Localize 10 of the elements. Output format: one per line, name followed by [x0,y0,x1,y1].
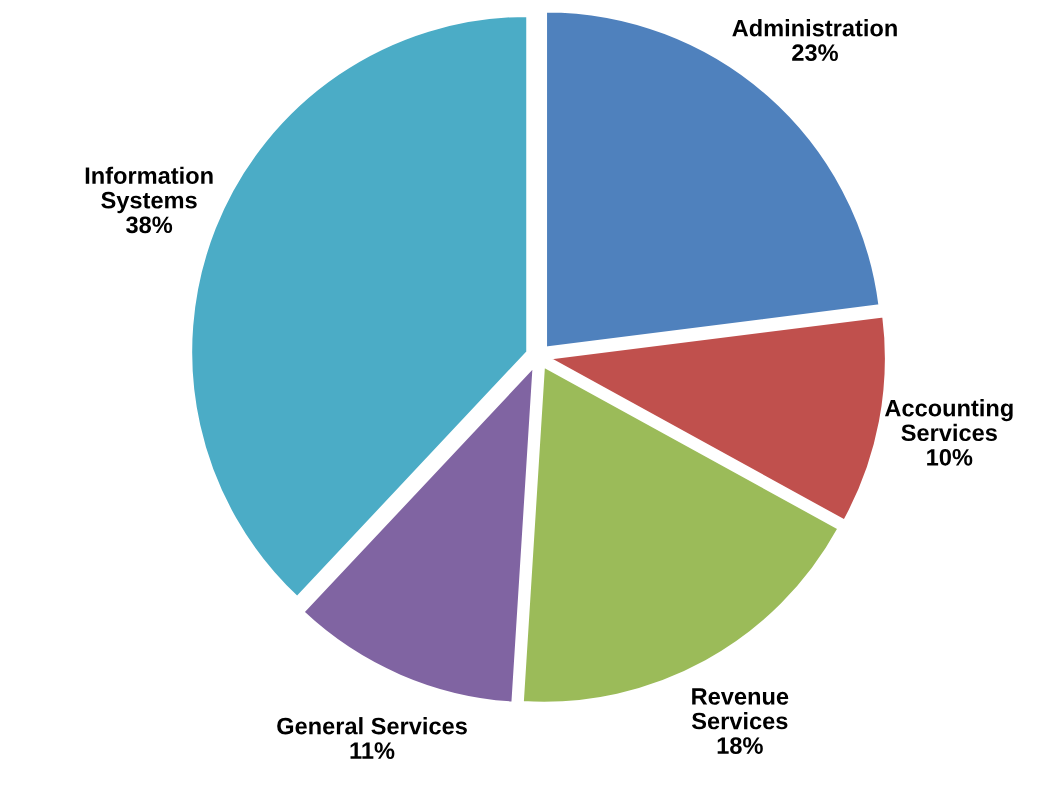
data-label: 23% [792,44,838,62]
slice-label: Revenue Services [691,688,789,730]
slice-label: Accounting Services [884,399,1013,442]
slice-label: Administration [732,19,897,37]
data-label: 10% [927,448,973,466]
data-label: 38% [126,216,173,234]
slice-label: Information Systems [85,166,213,214]
data-label: 11% [350,742,395,759]
data-label: 18% [717,737,763,754]
slice-label: General Services [277,717,467,735]
